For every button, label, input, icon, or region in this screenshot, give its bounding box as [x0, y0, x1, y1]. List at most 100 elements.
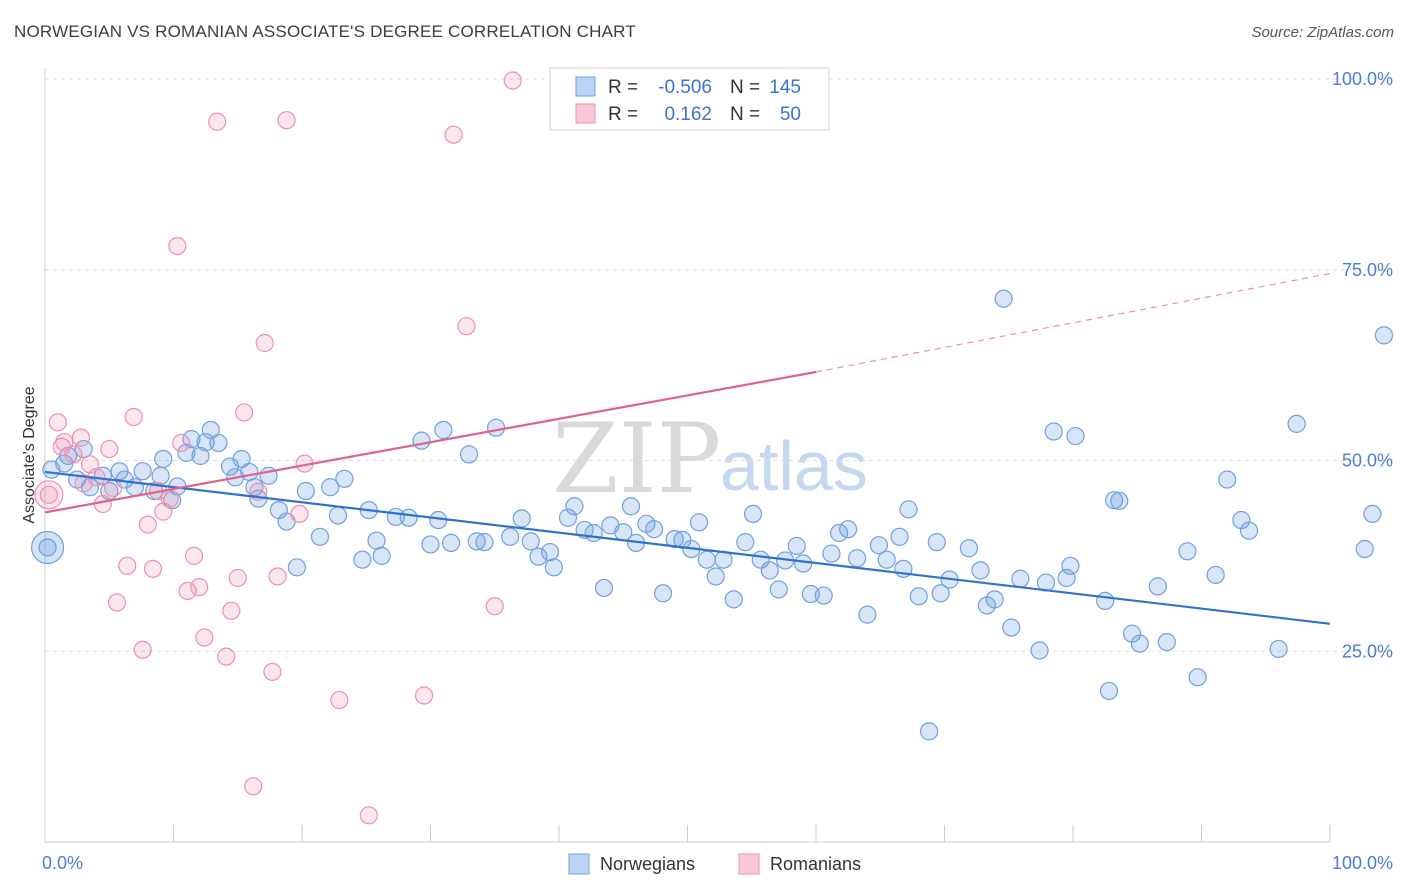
norwegians-point — [814, 586, 833, 605]
y-axis-label: Associate's Degree — [21, 386, 38, 523]
romanians-point — [143, 559, 163, 578]
x-tick-label-min: 0.0% — [42, 853, 83, 873]
romanians-point — [503, 71, 522, 90]
romanians-point — [263, 662, 282, 681]
norwegians-point — [1002, 618, 1021, 637]
y-tick-labels: 100.0% 75.0% 50.0% 25.0% — [1332, 69, 1393, 661]
norwegians-point — [372, 546, 391, 565]
norwegians-point — [848, 549, 867, 568]
norwegians-point — [584, 523, 603, 543]
norwegians-point — [1096, 591, 1115, 610]
norwegians-point — [890, 527, 909, 546]
norwegians-point — [909, 587, 928, 606]
legend-n-label-2: N = — [730, 104, 760, 125]
romanians-point — [359, 806, 378, 825]
norwegians-point — [177, 443, 196, 462]
legend-r-label-2: R = — [608, 104, 638, 125]
norwegians-point — [621, 497, 641, 516]
norwegians-point — [367, 531, 386, 550]
romanians-point — [124, 407, 143, 427]
romanians-point — [268, 567, 287, 586]
norwegians-point — [1110, 491, 1129, 511]
romanians-point — [39, 485, 58, 504]
norwegians-point — [182, 430, 201, 449]
romanians-point — [290, 504, 309, 524]
norwegians-point — [512, 509, 531, 528]
romanians-points — [34, 71, 522, 825]
legend-n-value-romanians: 50 — [780, 104, 801, 125]
norwegians-point — [287, 558, 306, 577]
norwegians-point — [1239, 521, 1259, 540]
x-tick-label-max: 100.0% — [1332, 853, 1393, 873]
bottom-legend-romanians: Romanians — [770, 854, 861, 874]
romanians-point — [222, 601, 241, 620]
y-tick-label: 75.0% — [1342, 260, 1393, 280]
norwegians-point — [985, 590, 1004, 609]
norwegians-point — [665, 529, 684, 549]
norwegians-point — [191, 446, 210, 466]
romanians-point — [414, 686, 434, 705]
norwegians-point — [787, 536, 806, 556]
legend-n-value-norwegians: 145 — [769, 77, 801, 98]
norwegians-point — [794, 554, 813, 573]
norwegians-point — [839, 520, 858, 539]
norwegians-point — [1130, 634, 1149, 653]
norwegians-point — [1105, 491, 1124, 510]
norwegians-point — [959, 539, 979, 558]
norwegians-point — [529, 547, 548, 566]
bottom-legend-swatch-norwegians — [568, 853, 590, 875]
romanians-point — [172, 433, 191, 453]
romanians-point — [228, 568, 247, 588]
norwegians-point — [74, 439, 93, 459]
norwegians-point — [899, 500, 918, 519]
norwegians-point — [919, 722, 939, 741]
romanians-point — [55, 433, 74, 452]
norwegians-point — [441, 533, 461, 553]
y-tick-label: 25.0% — [1342, 641, 1393, 661]
norwegians-point — [475, 533, 494, 552]
norwegians-point — [399, 508, 418, 527]
norwegians-point-large — [30, 530, 65, 565]
chart-title: NORWEGIAN VS ROMANIAN ASSOCIATE'S DEGREE… — [14, 22, 636, 41]
norwegians-point — [1218, 470, 1237, 489]
norwegians-point — [1269, 639, 1288, 659]
romanians-point — [244, 777, 263, 796]
norwegians-point — [310, 527, 330, 546]
norwegians-point — [1030, 641, 1049, 660]
y-tick-label: 100.0% — [1332, 69, 1393, 89]
romanians-point — [168, 236, 187, 256]
norwegians-point — [644, 520, 664, 539]
norwegians-point — [1157, 632, 1176, 652]
norwegians-point — [869, 536, 889, 555]
norwegians-point — [296, 481, 315, 501]
norwegians-point — [434, 420, 453, 440]
norwegians-point — [971, 561, 990, 580]
norwegians-point — [151, 466, 170, 485]
watermark-zip: ZIP — [552, 403, 721, 515]
norwegians-point — [501, 527, 520, 546]
legend-box: R = -0.506 N = 145 R = 0.162 N = 50 — [549, 67, 830, 131]
norwegians-point — [353, 550, 372, 569]
romanians-point — [217, 647, 236, 666]
romanians-point — [208, 112, 227, 131]
norwegians-point — [927, 533, 946, 552]
norwegians-point — [1363, 504, 1382, 524]
norwegians-point — [459, 445, 479, 464]
norwegians-points — [30, 289, 1394, 741]
norwegians-point — [521, 532, 540, 551]
romanians-point — [330, 690, 349, 710]
bottom-legend: Norwegians Romanians — [568, 853, 861, 875]
norwegians-point — [540, 542, 560, 562]
norwegians-point — [1355, 539, 1374, 559]
norwegians-point — [743, 504, 763, 524]
norwegians-point — [689, 513, 709, 532]
norwegians-point — [858, 605, 877, 624]
romanians-point-large — [34, 480, 64, 510]
norwegians-point — [877, 550, 896, 569]
norwegians-point — [1178, 542, 1197, 561]
norwegians-point — [822, 544, 841, 563]
norwegians-point — [697, 550, 716, 569]
y-tick-label: 50.0% — [1342, 451, 1393, 471]
watermark-atlas: atlas — [720, 427, 868, 505]
norwegians-trend-line — [44, 470, 1331, 625]
